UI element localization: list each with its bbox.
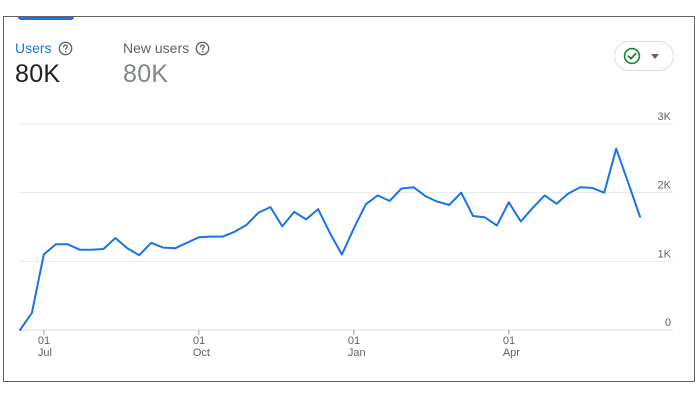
y-tick-label: 1K [658,248,672,260]
x-tick-month: Oct [193,347,210,359]
new-users-metric-label: New users [123,40,190,56]
x-tick-month: Jan [348,347,366,359]
chevron-down-icon [651,53,659,59]
users-chart-card: Users 80K New users 80K 3K 2K 1K 0 01 Jul 01 Oc [3,16,695,382]
y-tick-label: 0 [665,317,671,329]
help-icon[interactable] [195,41,210,56]
x-tick-month: Apr [503,347,520,359]
users-metric-value: 80K [15,60,61,88]
x-tick-day: 01 [193,335,205,347]
x-tick-day: 01 [38,335,50,347]
x-tick-day: 01 [348,335,360,347]
users-metric-tab[interactable]: Users 80K [15,39,73,89]
y-tick-label: 2K [658,180,672,192]
x-tick-day: 01 [503,335,515,347]
users-series-line [19,147,641,331]
comparison-dropdown[interactable] [614,41,674,71]
active-tab-indicator [18,17,74,20]
x-tick-month: Jul [38,347,52,359]
users-metric-label: Users [15,40,52,56]
help-icon[interactable] [58,41,73,56]
new-users-metric-tab[interactable]: New users 80K [123,39,210,89]
new-users-metric-value: 80K [123,60,169,88]
check-circle-icon [623,47,641,65]
y-tick-label: 3K [658,111,672,123]
